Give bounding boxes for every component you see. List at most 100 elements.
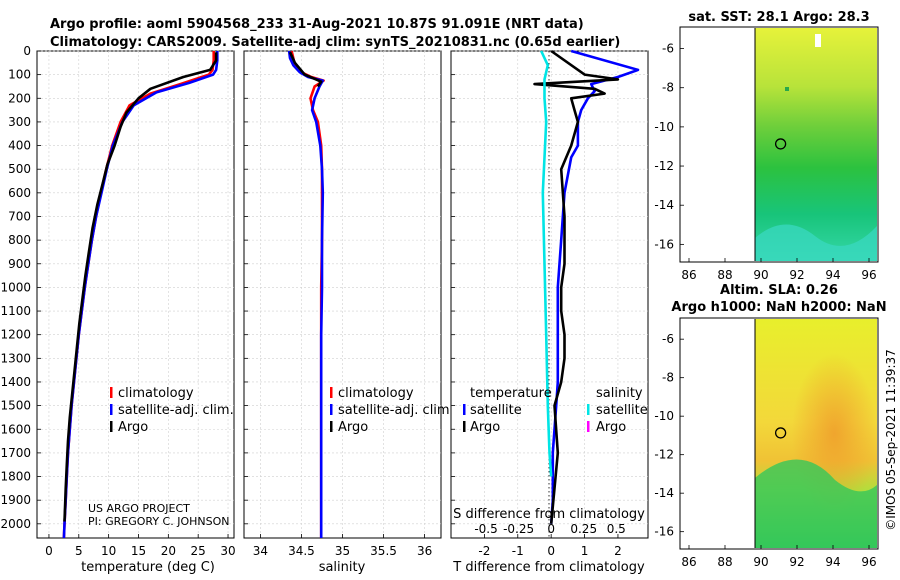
imos-timestamp: ©IMOS 05-Sep-2021 11:39:37 [884,349,898,531]
map-lon-label: 94 [825,268,840,282]
depth-tick-label: 700 [8,209,31,223]
depth-tick-label: 100 [8,68,31,82]
legend-satellite-swatch [110,404,113,415]
figure-title-line1: Argo profile: aoml 5904568_233 31-Aug-20… [50,17,584,32]
depth-tick-label: 1200 [0,328,31,342]
sst-map-title: sat. SST: 28.1 Argo: 28.3 [688,10,869,25]
salinity-grid [244,50,441,538]
map-lat-label: -14 [654,486,674,500]
sal-legend-argo-swatch [330,421,333,432]
profile-line-temperature-argo [533,49,620,524]
x-tick-label: 2 [614,544,622,558]
depth-tick-label: 1700 [0,446,31,460]
legend-title-salinity: salinity [596,386,643,401]
map-lon-label: 86 [681,555,696,569]
map-lat-label: -10 [654,409,674,423]
map-lon-label: 96 [861,555,876,569]
x-tick-label: 20 [161,544,176,558]
depth-tick-label: 1900 [0,493,31,507]
temperature-profiles [62,51,219,539]
difference-profiles [533,49,640,524]
depth-tick-label: 1600 [0,422,31,436]
map-lon-label: 90 [753,268,768,282]
depth-tick-label: 800 [8,233,31,247]
difference-panel: -2 -1 0 1 2 temperature salinity satellite A… [450,49,649,575]
sal-legend-satellite-label: satellite-adj. clim. [338,403,454,418]
legend-climatology-swatch [110,387,113,398]
sst-map-ticks: 86 88 90 92 94 96 -6 -8 -10 -12 -14 -16 [654,42,876,282]
x-tick-label: 30 [220,544,235,558]
profile-line-argo [63,52,218,522]
s-tick-label: 0 [547,522,555,536]
depth-tick-label: 1100 [0,304,31,318]
legend-s-argo-label: Argo [596,420,626,435]
salinity-ticks: 34 34.5 35 35.5 36 [253,544,432,558]
x-tick-label: 25 [191,544,206,558]
legend-s-argo-swatch [587,421,590,432]
sal-legend-climatology-label: climatology [338,386,414,401]
map-lon-label: 86 [681,268,696,282]
sla-map-panel: Altim. SLA: 0.26 Argo h1000: NaN h2000: … [654,283,886,569]
temperature-axis-label: temperature (deg C) [81,560,215,575]
salinity-legend: climatology satellite-adj. clim. Argo [330,386,454,435]
x-tick-label: 35 [335,544,350,558]
legend-argo-swatch [110,421,113,432]
x-tick-label: 10 [101,544,116,558]
legend-satellite-label: satellite-adj. clim. [118,403,234,418]
sst-profile-location-marker [774,138,787,150]
legend-t-satellite-label: satellite [470,403,522,418]
map-lat-label: -14 [654,198,674,212]
salinity-profiles [287,50,325,538]
map-lon-label: 90 [753,555,768,569]
map-lon-label: 88 [717,555,732,569]
sal-legend-argo-label: Argo [338,420,368,435]
temperature-grid [37,50,234,538]
depth-tick-label: 300 [8,115,31,129]
sst-pixel [785,87,789,91]
profile-line-argo [288,51,323,88]
t-difference-axis-label: T difference from climatology [452,560,645,575]
depth-tick-label: 500 [8,162,31,176]
credit-line2: PI: GREGORY C. JOHNSON [88,515,229,528]
depth-tick-label: 1300 [0,351,31,365]
depth-tick-label: 2000 [0,517,31,531]
map-lon-label: 94 [825,555,840,569]
sla-map-ticks: 86 88 90 92 94 96 -6 -8 -10 -12 -14 -16 [654,332,876,569]
s-tick-label: -0.5 [474,522,497,536]
legend-s-satellite-swatch [587,404,590,415]
map-lat-label: -8 [662,371,674,385]
figure-title-line2: Climatology: CARS2009. Satellite-adj cli… [50,35,620,50]
temperature-legend: climatology satellite-adj. clim. Argo [110,386,234,435]
sst-field [755,28,877,261]
x-tick-label: 0 [547,544,555,558]
depth-tick-label: 600 [8,186,31,200]
credit-line1: US ARGO PROJECT [88,502,190,515]
legend-argo-label: Argo [118,420,148,435]
s-tick-label: 0.5 [607,522,626,536]
sal-legend-satellite-swatch [330,404,333,415]
difference-grid [451,50,648,538]
depth-tick-label: 900 [8,257,31,271]
map-lon-label: 96 [861,268,876,282]
x-tick-label: 15 [131,544,146,558]
temperature-panel: 0100200300400500600700800900100011001200… [0,44,235,575]
difference-legend: temperature salinity satellite Argo sate… [463,386,648,435]
x-tick-label: 34 [253,544,268,558]
salinity-axis-label: salinity [319,560,366,575]
x-tick-label: 1 [581,544,589,558]
x-tick-label: -2 [478,544,490,558]
s-tick-label: -0.25 [503,522,534,536]
map-lon-label: 92 [789,555,804,569]
depth-tick-label: 1800 [0,470,31,484]
sst-cool-patch [755,224,877,261]
t-difference-ticks: -2 -1 0 1 2 [478,544,621,558]
sla-low-patch [755,459,877,548]
legend-t-argo-swatch [463,421,466,432]
depth-tick-label: 1400 [0,375,31,389]
s-tick-label: 0.25 [570,522,597,536]
profile-line-temperature-satellite [549,49,640,524]
legend-climatology-label: climatology [118,386,194,401]
map-lat-label: -12 [654,448,674,462]
map-lon-label: 88 [717,268,732,282]
